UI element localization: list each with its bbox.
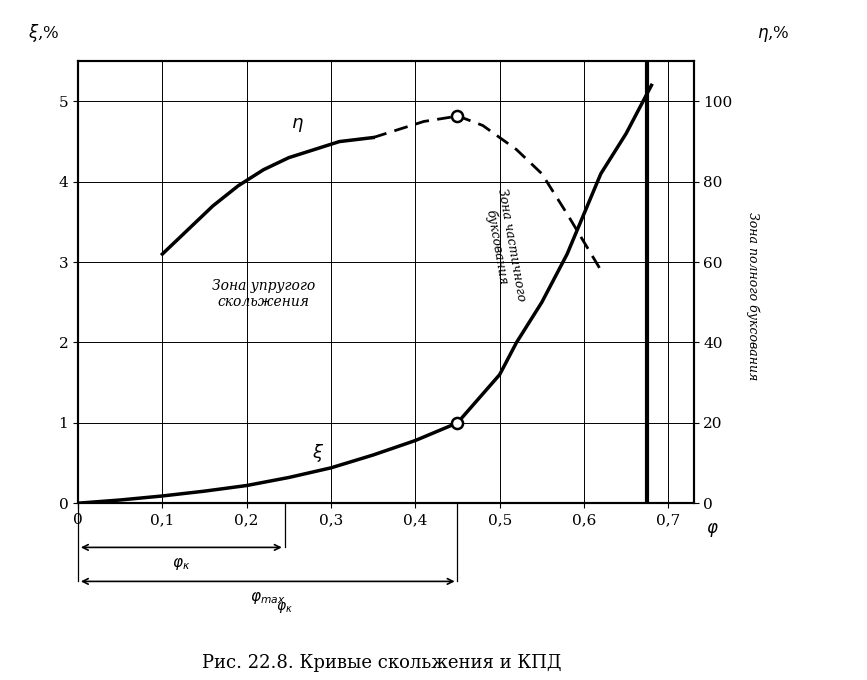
Text: $\varphi_{\kappa}$: $\varphi_{\kappa}$ bbox=[173, 556, 191, 573]
Text: $\eta$,%: $\eta$,% bbox=[758, 24, 790, 44]
Text: $\varphi$: $\varphi$ bbox=[706, 521, 719, 539]
Text: Зона частичного
буксования: Зона частичного буксования bbox=[479, 187, 528, 305]
Text: $\varphi_{\kappa}$: $\varphi_{\kappa}$ bbox=[277, 600, 293, 615]
Text: $\xi$,%: $\xi$,% bbox=[29, 22, 60, 44]
Text: $\varphi_{max}$: $\varphi_{max}$ bbox=[250, 590, 285, 607]
Text: $\xi$: $\xi$ bbox=[312, 443, 324, 464]
Text: Зона упругого
скольжения: Зона упругого скольжения bbox=[212, 279, 316, 309]
Text: Зона полного буксования: Зона полного буксования bbox=[746, 211, 759, 380]
Text: $\eta$: $\eta$ bbox=[290, 116, 303, 135]
Text: Рис. 22.8. Кривые скольжения и КПД: Рис. 22.8. Кривые скольжения и КПД bbox=[202, 654, 561, 672]
